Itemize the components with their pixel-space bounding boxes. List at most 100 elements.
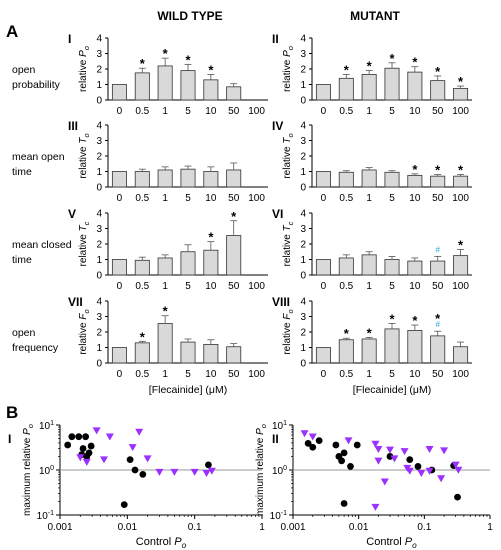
data-point-wild-type bbox=[79, 445, 87, 452]
data-point-wild-type bbox=[353, 441, 361, 449]
x-tick-label: 5 bbox=[185, 281, 191, 292]
x-tick-label: 10 bbox=[409, 281, 421, 292]
data-point-wild-type bbox=[205, 461, 212, 469]
bar bbox=[407, 71, 423, 101]
bar bbox=[384, 259, 400, 276]
y-axis-label: relative Tc bbox=[282, 221, 295, 266]
y-tick-label: 0 bbox=[300, 359, 306, 370]
data-point-wild-type bbox=[347, 463, 354, 470]
bar bbox=[134, 342, 150, 364]
data-point-mutant bbox=[425, 445, 434, 453]
y-tick-label: 4 bbox=[96, 209, 102, 220]
data-point-wild-type bbox=[139, 470, 147, 478]
x-tick-label: 50 bbox=[228, 369, 240, 380]
bar bbox=[157, 323, 173, 364]
panel-roman-label: VII bbox=[68, 295, 83, 309]
x-tick-label: 0.5 bbox=[339, 106, 353, 117]
panel-roman-label: VI bbox=[272, 207, 283, 221]
data-point-wild-type bbox=[120, 501, 128, 509]
y-tick-label: 1 bbox=[300, 343, 306, 354]
y-tick-label: 4 bbox=[96, 297, 102, 308]
data-point-wild-type bbox=[338, 457, 346, 465]
x-tick-label: 100 bbox=[248, 281, 265, 292]
data-point-mutant bbox=[390, 455, 399, 463]
y-tick-label: 101 bbox=[272, 420, 287, 432]
bar bbox=[157, 169, 173, 188]
y-tick-label: 1 bbox=[300, 255, 306, 266]
x-tick-label: 0.5 bbox=[135, 369, 149, 380]
bar bbox=[315, 84, 331, 101]
significance-asterisk: * bbox=[140, 56, 146, 71]
significance-asterisk: * bbox=[344, 326, 350, 341]
x-tick-label: 5 bbox=[389, 369, 395, 380]
y-tick-label: 3 bbox=[96, 224, 102, 235]
bar bbox=[180, 168, 196, 188]
x-tick-label: 100 bbox=[248, 106, 265, 117]
data-point-mutant bbox=[400, 448, 409, 456]
data-point-mutant bbox=[135, 428, 144, 436]
x-tick-label: 100 bbox=[452, 106, 469, 117]
x-tick-label: 100 bbox=[248, 193, 265, 204]
bar bbox=[180, 251, 196, 276]
y-tick-label: 2 bbox=[300, 152, 306, 163]
data-point-mutant bbox=[308, 433, 317, 441]
bar bbox=[384, 171, 400, 188]
significance-asterisk: * bbox=[435, 163, 441, 178]
x-tick-label: 1 bbox=[162, 281, 168, 292]
bar bbox=[134, 259, 150, 276]
y-tick-label: 3 bbox=[300, 49, 306, 60]
x-tick-label: 1 bbox=[366, 106, 372, 117]
bar bbox=[226, 346, 242, 364]
x-tick-label: 1 bbox=[162, 106, 168, 117]
data-point-mutant bbox=[155, 468, 164, 476]
x-axis-label: [Flecainide] (μM) bbox=[149, 384, 227, 396]
significance-asterisk: * bbox=[163, 46, 169, 61]
y-axis-label: relative Po bbox=[282, 46, 295, 92]
x-tick-label: 0.1 bbox=[417, 522, 431, 533]
data-point-mutant bbox=[105, 433, 114, 441]
y-tick-label: 10-1 bbox=[270, 510, 287, 522]
x-tick-label: 5 bbox=[389, 193, 395, 204]
significance-asterisk: * bbox=[458, 163, 464, 178]
x-tick-label: 10 bbox=[205, 369, 217, 380]
bar bbox=[180, 341, 196, 364]
x-tick-label: 10 bbox=[409, 193, 421, 204]
significance-asterisk: * bbox=[231, 209, 237, 224]
x-tick-label: 100 bbox=[452, 193, 469, 204]
y-tick-label: 2 bbox=[96, 152, 102, 163]
x-tick-label: 10 bbox=[205, 281, 217, 292]
panel-roman-label: II bbox=[272, 32, 279, 46]
x-tick-label: 0.5 bbox=[135, 281, 149, 292]
significance-asterisk: * bbox=[367, 59, 373, 74]
significance-asterisk: * bbox=[412, 313, 418, 328]
bar bbox=[226, 86, 242, 101]
data-point-wild-type bbox=[454, 493, 461, 501]
y-tick-label: 4 bbox=[96, 34, 102, 45]
data-point-mutant bbox=[207, 467, 216, 475]
y-axis-label: relative Fo bbox=[78, 309, 91, 354]
bar bbox=[361, 338, 377, 364]
row-label-line-2: probability bbox=[12, 79, 61, 91]
bar bbox=[384, 328, 400, 364]
y-tick-label: 4 bbox=[300, 34, 306, 45]
bar bbox=[407, 260, 423, 276]
x-tick-label: 0.5 bbox=[135, 193, 149, 204]
significance-asterisk: * bbox=[435, 311, 441, 326]
data-point-mutant bbox=[405, 467, 414, 475]
x-tick-label: 5 bbox=[389, 281, 395, 292]
significance-asterisk: * bbox=[412, 55, 418, 70]
panel-roman-label: I bbox=[8, 432, 11, 446]
x-tick-label: 50 bbox=[228, 193, 240, 204]
x-tick-label: 1 bbox=[162, 369, 168, 380]
y-axis-label: relative To bbox=[282, 133, 295, 178]
data-point-mutant bbox=[417, 469, 426, 477]
y-tick-label: 1 bbox=[96, 167, 102, 178]
x-tick-label: 50 bbox=[432, 106, 444, 117]
x-tick-label: 50 bbox=[432, 281, 444, 292]
y-tick-label: 3 bbox=[300, 136, 306, 147]
data-point-mutant bbox=[451, 461, 460, 469]
bar bbox=[384, 67, 400, 101]
data-point-wild-type bbox=[414, 463, 422, 470]
significance-asterisk: * bbox=[185, 52, 191, 67]
